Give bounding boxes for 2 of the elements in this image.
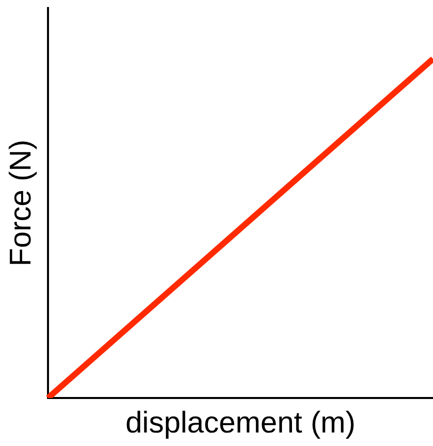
y-axis-title: Force (N)	[4, 140, 38, 266]
x-axis-title: displacement (m)	[125, 406, 356, 440]
